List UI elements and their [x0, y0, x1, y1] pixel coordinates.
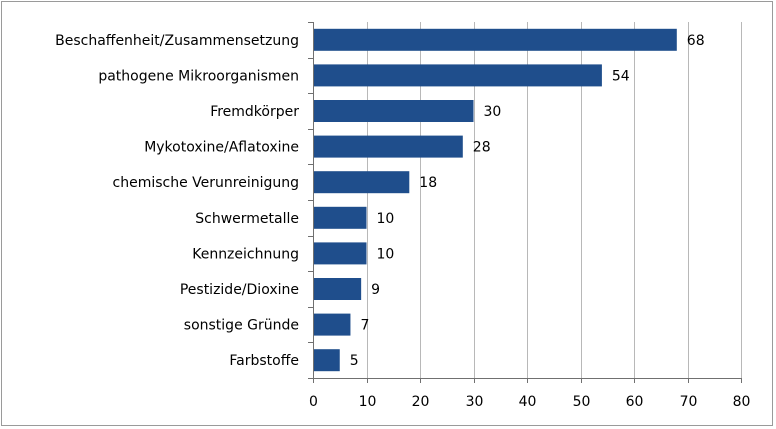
value-label: 18: [419, 175, 437, 191]
bar-7: [313, 242, 367, 265]
bar-6: [313, 206, 367, 229]
value-label: 10: [377, 246, 395, 262]
category-label: Mykotoxine/Aflatoxine: [144, 140, 299, 156]
value-label: 68: [687, 33, 705, 49]
bar-3: [313, 100, 474, 122]
value-label: 54: [612, 68, 630, 84]
x-tick-label: 30: [466, 394, 484, 410]
x-tick-label: 10: [359, 394, 377, 410]
bar-5: [313, 171, 410, 194]
category-label: Fremdkörper: [210, 104, 299, 120]
category-label: Schwermetalle: [195, 211, 299, 227]
axes: [308, 22, 742, 383]
bar-10: [313, 349, 340, 372]
category-label: Pestizide/Dioxine: [180, 282, 299, 298]
x-tick-label: 20: [412, 394, 430, 410]
value-label: 5: [350, 353, 359, 369]
category-label: chemische Verunreinigung: [113, 175, 299, 191]
bar-4: [313, 135, 463, 158]
bar-1: [313, 28, 677, 51]
x-tick-label: 50: [573, 394, 591, 410]
x-tick-label: 80: [733, 394, 751, 410]
bars: [313, 28, 677, 372]
value-label: 10: [377, 211, 395, 227]
labels: Beschaffenheit/Zusammensetzung 68 pathogen…: [55, 33, 750, 410]
value-label: 30: [484, 104, 502, 120]
bar-8: [313, 278, 362, 300]
bar-2: [313, 64, 602, 87]
bar-9: [313, 313, 351, 336]
value-label: 28: [473, 140, 491, 156]
category-label: sonstige Gründe: [184, 318, 299, 334]
value-label: 7: [360, 318, 369, 334]
category-label: pathogene Mikroorganismen: [98, 68, 299, 84]
x-tick-label: 0: [309, 394, 318, 410]
x-tick-label: 70: [680, 394, 698, 410]
value-label: 9: [371, 282, 380, 298]
category-label: Kennzeichnung: [192, 246, 299, 262]
category-label: Farbstoffe: [229, 353, 299, 369]
category-label: Beschaffenheit/Zusammensetzung: [55, 33, 299, 49]
x-tick-label: 40: [519, 394, 537, 410]
x-tick-label: 60: [626, 394, 644, 410]
